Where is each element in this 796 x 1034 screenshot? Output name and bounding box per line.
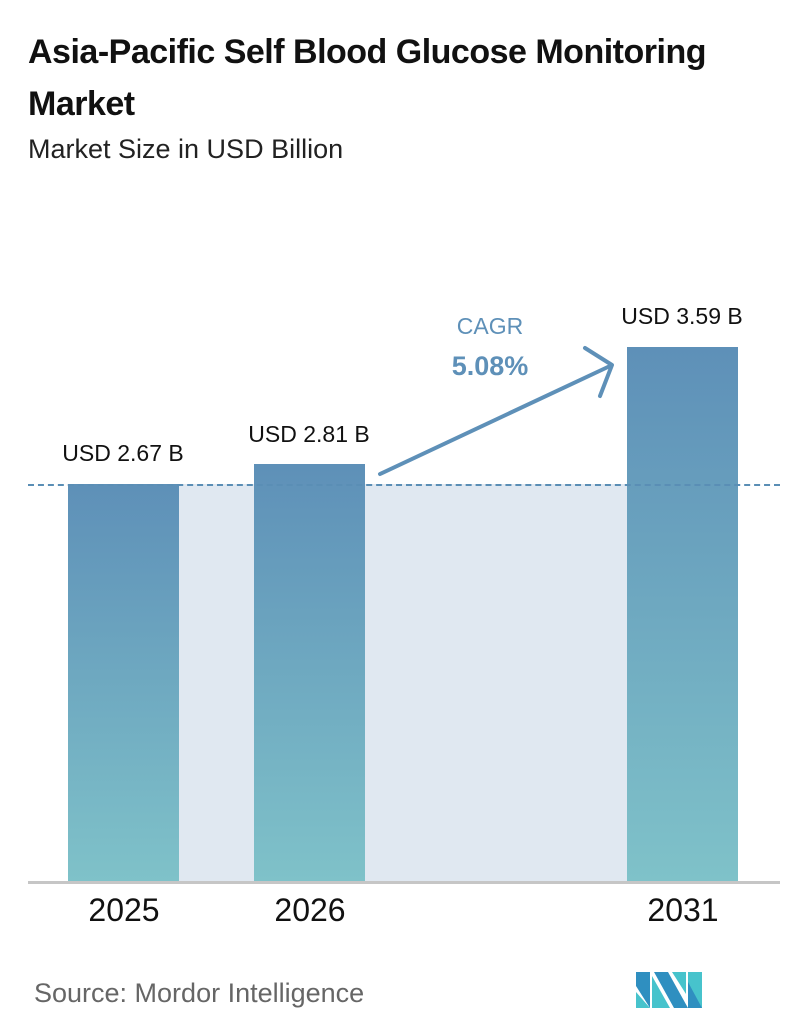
x-axis-line <box>28 881 780 884</box>
x-label-2026: 2026 <box>274 892 346 928</box>
x-label-2025: 2025 <box>88 892 160 928</box>
bar-2025 <box>68 484 179 882</box>
value-label-2025: USD 2.67 B <box>62 440 184 466</box>
shaded-area <box>68 484 738 882</box>
chart-subtitle: Market Size in USD Billion <box>28 134 344 164</box>
cagr-value: 5.08% <box>451 351 529 381</box>
bar-2026 <box>254 464 365 882</box>
bar-2031 <box>627 347 738 882</box>
cagr-label: CAGR <box>456 313 524 339</box>
mordor-intelligence-logo-icon <box>636 972 702 1008</box>
value-label-2031: USD 3.59 B <box>621 303 743 329</box>
x-label-2031: 2031 <box>647 892 719 928</box>
chart-title: Asia-Pacific Self Blood Glucose Monitori… <box>28 33 706 123</box>
reference-dashed-line <box>28 484 780 486</box>
value-label-2026: USD 2.81 B <box>248 421 370 447</box>
source-text: Source: Mordor Intelligence <box>34 978 365 1008</box>
